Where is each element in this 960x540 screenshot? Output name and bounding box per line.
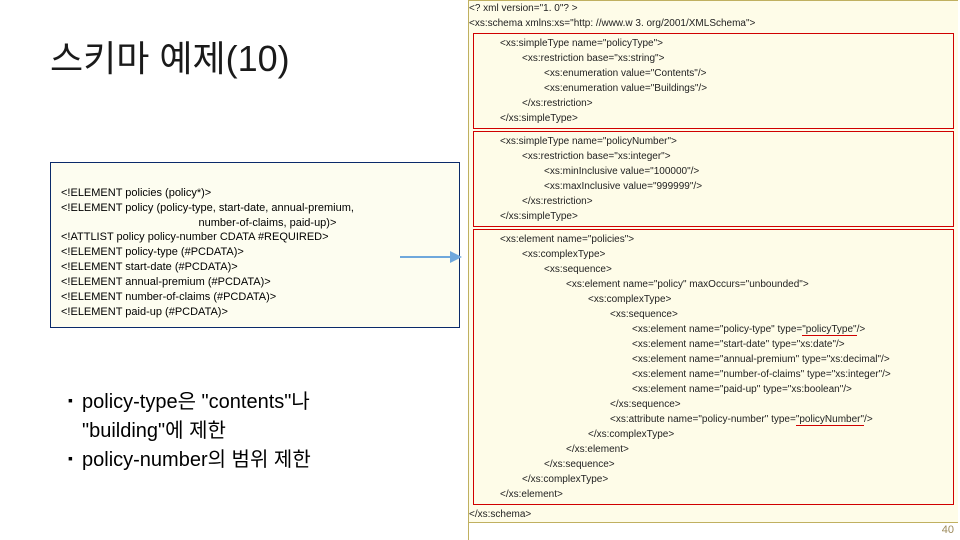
arrow-icon	[400, 248, 462, 271]
xml-line: </xs:restriction>	[478, 194, 949, 209]
xml-line: <xs:enumeration value="Contents"/>	[478, 66, 949, 81]
bullet-item: policy-type은 "contents"나 "building"에 제한	[68, 388, 460, 446]
dtd-line: <!ELEMENT start-date (#PCDATA)>	[61, 261, 238, 273]
xml-line: <xs:attribute name="policy-number" type=…	[478, 412, 949, 427]
bullet-list: policy-type은 "contents"나 "building"에 제한 …	[50, 388, 460, 475]
xml-line: <xs:sequence>	[478, 262, 949, 277]
xml-line: <xs:element name="paid-up" type="xs:bool…	[478, 382, 949, 397]
underline-highlight: "policyNumber"	[796, 414, 864, 426]
dtd-line: <!ELEMENT policy-type (#PCDATA)>	[61, 246, 244, 258]
xml-line: </xs:sequence>	[478, 397, 949, 412]
dtd-line: <!ATTLIST policy policy-number CDATA #RE…	[61, 231, 329, 243]
highlight-box: <xs:element name="policies"> <xs:complex…	[473, 229, 954, 505]
xml-line: </xs:simpleType>	[478, 111, 949, 126]
xml-line: </xs:element>	[478, 442, 949, 457]
xml-line: <xs:simpleType name="policyNumber">	[478, 134, 949, 149]
xml-line: <xs:minInclusive value="100000"/>	[478, 164, 949, 179]
dtd-line: number-of-claims, paid-up)>	[61, 217, 336, 229]
bullet-item: policy-number의 범위 제한	[68, 446, 460, 475]
dtd-line: <!ELEMENT number-of-claims (#PCDATA)>	[61, 291, 276, 303]
xml-line: <? xml version="1. 0"? >	[469, 1, 958, 16]
highlight-box: <xs:simpleType name="policyNumber"> <xs:…	[473, 131, 954, 227]
xml-line: <xs:sequence>	[478, 307, 949, 322]
bullet-text: policy-type은 "contents"나	[82, 391, 310, 413]
xml-line: <xs:maxInclusive value="999999"/>	[478, 179, 949, 194]
xml-line: <xs:complexType>	[478, 247, 949, 262]
dtd-line: <!ELEMENT annual-premium (#PCDATA)>	[61, 276, 271, 288]
dtd-line: <!ELEMENT paid-up (#PCDATA)>	[61, 306, 228, 318]
xml-line: <xs:element name="policies">	[478, 232, 949, 247]
xml-line: </xs:sequence>	[478, 457, 949, 472]
xml-line: <xs:element name="annual-premium" type="…	[478, 352, 949, 367]
xml-line: </xs:restriction>	[478, 96, 949, 111]
xml-line: <xs:element name="policy-type" type="pol…	[478, 322, 949, 337]
xml-line: <xs:enumeration value="Buildings"/>	[478, 81, 949, 96]
xml-line: </xs:complexType>	[478, 427, 949, 442]
xml-line: <xs:complexType>	[478, 292, 949, 307]
xml-line: <xs:element name="number-of-claims" type…	[478, 367, 949, 382]
dtd-line: <!ELEMENT policies (policy*)>	[61, 187, 211, 199]
xml-line: <xs:schema xmlns:xs="http: //www.w 3. or…	[469, 16, 958, 31]
xml-line: </xs:element>	[478, 487, 949, 502]
xml-line: <xs:restriction base="xs:integer">	[478, 149, 949, 164]
slide-title: 스키마 예제(10)	[50, 30, 460, 82]
xml-line: <xs:element name="start-date" type="xs:d…	[478, 337, 949, 352]
bullet-text: policy-number의 범위 제한	[82, 449, 311, 471]
xml-line: </xs:complexType>	[478, 472, 949, 487]
dtd-line: <!ELEMENT policy (policy-type, start-dat…	[61, 202, 354, 214]
page-number: 40	[942, 524, 954, 536]
xml-panel: <? xml version="1. 0"? > <xs:schema xmln…	[468, 0, 958, 540]
dtd-box: <!ELEMENT policies (policy*)> <!ELEMENT …	[50, 162, 460, 328]
xml-line: <xs:simpleType name="policyType">	[478, 36, 949, 51]
xml-line: </xs:schema>	[469, 507, 958, 522]
xml-line: </xs:simpleType>	[478, 209, 949, 224]
bullet-text: "building"에 제한	[82, 420, 226, 442]
highlight-box: <xs:simpleType name="policyType"> <xs:re…	[473, 33, 954, 129]
underline-highlight: "policyType"	[802, 324, 856, 336]
xml-line: <xs:restriction base="xs:string">	[478, 51, 949, 66]
xml-line: <xs:element name="policy" maxOccurs="unb…	[478, 277, 949, 292]
